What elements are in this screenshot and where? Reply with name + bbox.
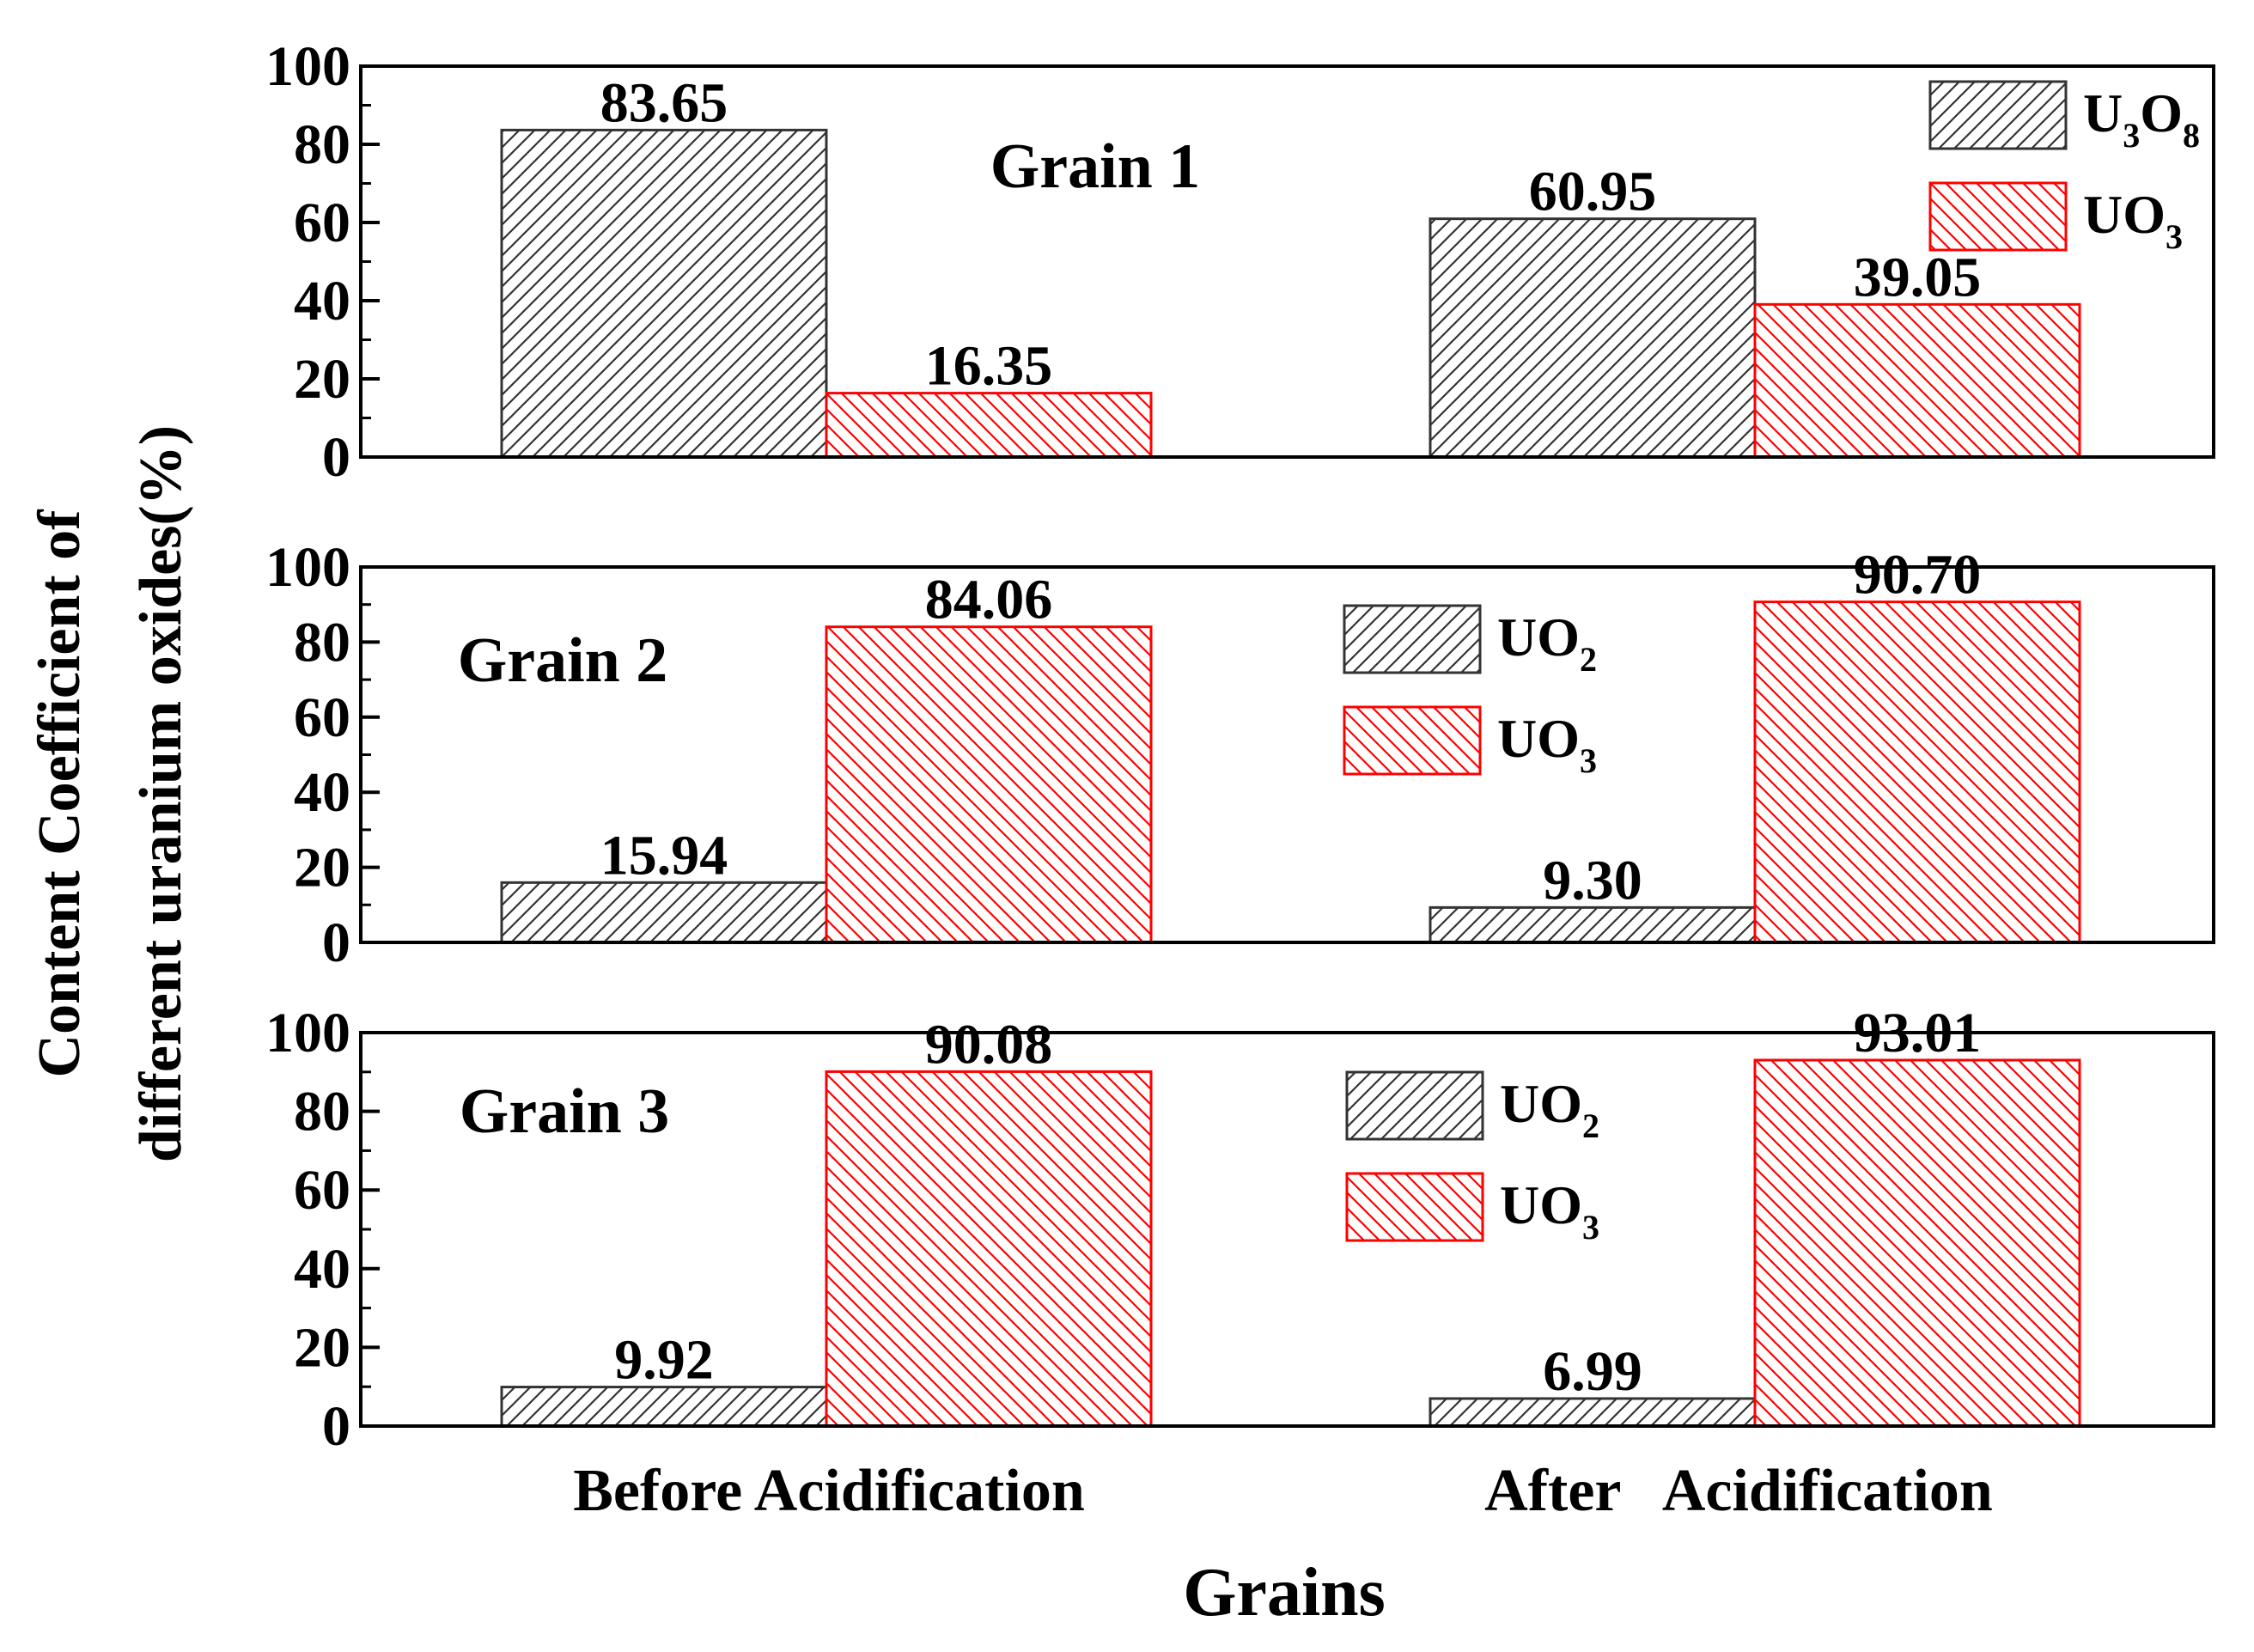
bar-u3o8-before-acidification [500,128,828,459]
panel-1: 0 20 40 60 80 100 83.65 60.95 16.35 39.05 Grain 1 U… [265,35,2215,489]
y-tick-label-60: 60 [294,686,350,749]
bar-uo3-before-acidification [825,625,1153,944]
data-label-u3o8-before-acidification: 83.65 [600,71,728,134]
panel-frame [359,64,2215,459]
legend-swatch-uo3 [1928,181,2068,252]
panel-frame [359,1031,2215,1428]
legend-label-uo3: UO3 [2083,184,2183,256]
legend-swatch-uo2 [1345,1070,1484,1141]
y-tick-label-80: 80 [294,113,350,176]
y-tick-label-60: 60 [294,192,350,254]
x-axis-label: Grains [1183,1555,1386,1631]
bar-uo3-after-acidification [1753,600,2081,944]
legend-panel-1: U3O8 UO3 [1928,80,2200,256]
data-label-uo3-before-acidification: 90.08 [925,1013,1053,1076]
y-tick-label-100: 100 [265,35,350,98]
legend-label-uo2: UO2 [1497,607,1597,679]
data-label-uo3-before-acidification: 16.35 [925,335,1053,398]
x-tick-label-after-acidification: After Acidification [1484,1458,1993,1524]
chart-panels: 0 20 40 60 80 100 83.65 60.95 16.35 39.05 Grain 1 U… [265,35,2215,1458]
legend-label-u3o8: U3O8 [2083,82,2200,155]
y-tick-label-0: 0 [322,1395,350,1458]
data-label-uo3-after-acidification: 39.05 [1854,246,1982,308]
y-axis-label-line-2: different uranium oxides(%) [128,425,194,1162]
data-label-uo3-after-acidification: 90.70 [1854,544,1982,607]
bar-u3o8-after-acidification [1429,217,1757,459]
y-axis-label-line-1: Content Coefficient of [27,509,93,1078]
bar-uo2-after-acidification [1429,905,1757,944]
bar-uo3-before-acidification [825,392,1153,459]
bar-uo3-before-acidification [825,1070,1153,1428]
bar-uo3-after-acidification [1753,1058,2081,1428]
y-tick-label-80: 80 [294,1081,350,1143]
bar-uo3-after-acidification [1753,302,2081,459]
x-tick-label-before-acidification: Before Acidification [573,1458,1085,1524]
legend-label-uo2: UO2 [1500,1073,1599,1145]
data-label-uo3-before-acidification: 84.06 [925,569,1053,631]
panel-label-grain-1: Grain 1 [990,131,1201,202]
legend-label-uo3: UO3 [1500,1174,1599,1247]
bar-uo2-after-acidification [1429,1397,1757,1428]
y-tick-label-40: 40 [294,1238,350,1301]
y-tick-label-0: 0 [322,426,350,489]
y-tick-label-0: 0 [322,911,350,974]
y-tick-label-20: 20 [294,348,350,411]
y-tick-label-100: 100 [265,536,350,599]
legend-label-uo3: UO3 [1497,708,1597,780]
data-label-uo2-after-acidification: 6.99 [1543,1340,1642,1403]
y-tick-label-40: 40 [294,761,350,824]
bar-uo2-before-acidification [500,1386,828,1428]
y-tick-label-60: 60 [294,1159,350,1222]
panel-frame [359,565,2215,944]
legend-swatch-uo2 [1343,604,1482,674]
data-label-u3o8-after-acidification: 60.95 [1529,161,1657,223]
legend-swatch-uo3 [1343,705,1482,776]
y-tick-label-100: 100 [265,1002,350,1064]
data-label-uo2-before-acidification: 15.94 [600,824,728,887]
data-label-uo2-before-acidification: 9.92 [614,1329,714,1392]
legend-swatch-uo3 [1345,1172,1484,1242]
panel-2: 0 20 40 60 80 100 15.94 9.30 84.06 90.70 Grain 2 UO… [265,536,2215,974]
panel-label-grain-2: Grain 2 [458,625,668,696]
bar-uo2-before-acidification [500,881,828,944]
legend-swatch-u3o8 [1928,80,2068,150]
panel-label-grain-3: Grain 3 [460,1076,670,1147]
y-tick-label-40: 40 [294,270,350,332]
y-tick-label-80: 80 [294,611,350,674]
y-tick-label-20: 20 [294,837,350,899]
data-label-uo2-after-acidification: 9.30 [1543,849,1642,911]
y-tick-label-20: 20 [294,1316,350,1379]
